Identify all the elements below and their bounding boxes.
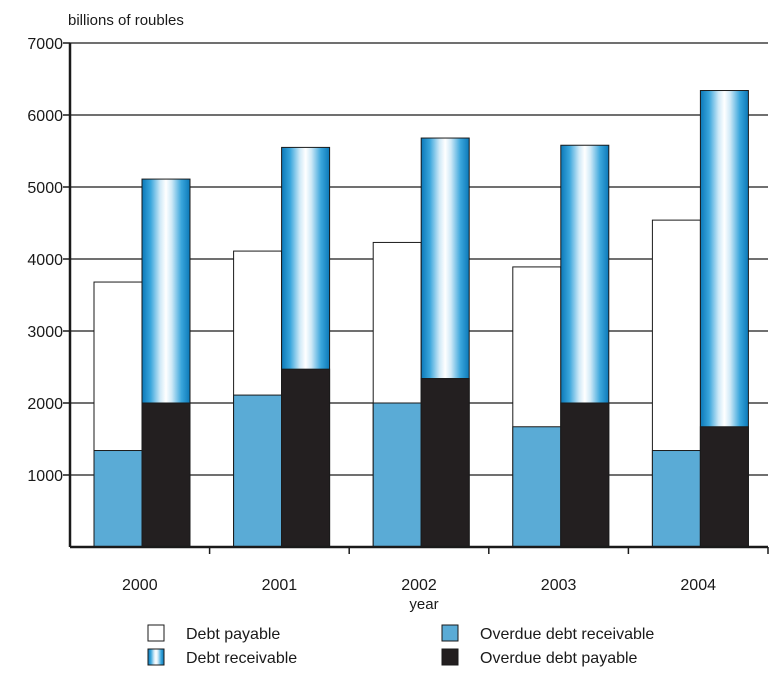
legend-swatch <box>147 648 165 666</box>
axes <box>68 43 768 549</box>
legend-swatch <box>147 624 165 642</box>
bar-overdue-debt-payable <box>560 402 610 548</box>
legend-label: Overdue debt receivable <box>480 626 654 643</box>
y-tick-label: 1000 <box>27 468 63 485</box>
x-tick-label: 2004 <box>680 577 716 594</box>
y-tick-label: 6000 <box>27 108 63 125</box>
bar-overdue-debt-payable <box>141 402 191 548</box>
legend: Debt payable Debt receivable Overdue debt … <box>147 624 654 667</box>
bar-overdue-debt-payable <box>281 368 331 548</box>
legend-swatch <box>441 648 459 666</box>
bar-overdue-debt-payable <box>420 378 470 548</box>
y-axis-ticks: 1000 2000 3000 4000 5000 6000 7000 <box>27 36 70 485</box>
bar-overdue-debt-receivable <box>651 450 701 548</box>
bar-overdue-debt-payable <box>699 426 749 548</box>
x-tick-label: 2000 <box>122 577 158 594</box>
legend-label: Debt payable <box>186 626 280 643</box>
bar-overdue-debt-receivable <box>512 426 562 548</box>
y-tick-label: 2000 <box>27 396 63 413</box>
x-axis-title: year <box>409 596 438 613</box>
bar-overdue-debt-receivable <box>372 402 422 548</box>
legend-label: Debt receivable <box>186 650 297 667</box>
y-tick-label: 5000 <box>27 180 63 197</box>
bars <box>93 90 749 548</box>
x-tick-label: 2002 <box>401 577 437 594</box>
x-tick-label: 2001 <box>262 577 298 594</box>
y-axis-unit-label: billions of roubles <box>68 12 184 29</box>
bar-overdue-debt-receivable <box>93 450 143 548</box>
y-tick-label: 3000 <box>27 324 63 341</box>
legend-swatch <box>441 624 459 642</box>
legend-label: Overdue debt payable <box>480 650 638 667</box>
y-tick-label: 7000 <box>27 36 63 53</box>
bar-overdue-debt-receivable <box>233 394 283 548</box>
y-tick-label: 4000 <box>27 252 63 269</box>
x-axis-ticks: 2000 2001 2002 2003 2004 <box>122 547 769 594</box>
x-tick-label: 2003 <box>541 577 577 594</box>
